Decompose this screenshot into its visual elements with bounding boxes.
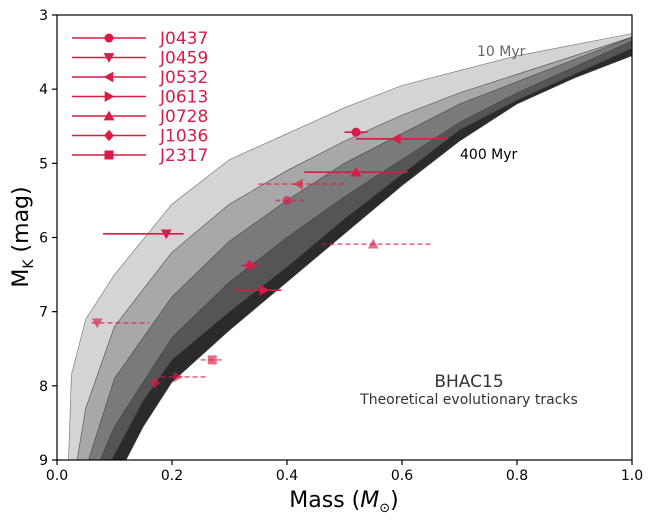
- x-tick-label: 1.0: [621, 468, 643, 484]
- y-axis-label: MK (mag): [9, 186, 37, 287]
- legend-marker-j0437: [104, 33, 114, 43]
- legend-marker-j0728: [103, 110, 115, 121]
- legend-label-j2317: J2317: [159, 146, 208, 166]
- point-j0532-1: [390, 133, 401, 145]
- legend-marker-j2317: [104, 150, 114, 160]
- x-tick-label: 0.8: [506, 468, 528, 484]
- legend-label-j0532: J0532: [159, 68, 208, 88]
- x-tick-label: 0.0: [46, 468, 68, 484]
- x-tick-label: 0.4: [276, 468, 298, 484]
- model-name: BHAC15: [434, 372, 503, 392]
- y-tick-label: 3: [39, 8, 48, 24]
- model-description: Theoretical evolutionary tracks: [359, 392, 578, 408]
- point-j2317-1: [207, 355, 217, 365]
- point-j0728-1: [350, 166, 362, 177]
- isochrone-band-5: [111, 48, 632, 460]
- legend-marker-j0459: [103, 53, 115, 63]
- point-j0728-2: [367, 238, 379, 249]
- annotation-10myr: 10 Myr: [477, 44, 526, 60]
- point-j0437-1: [351, 127, 361, 137]
- legend-label-j1036: J1036: [159, 127, 208, 147]
- point-j0613-2: [173, 371, 184, 383]
- legend-marker-j0532: [103, 71, 114, 83]
- x-axis-label: Mass (M⊙): [289, 488, 398, 516]
- point-j0613-1: [259, 284, 270, 296]
- legend-label-j0613: J0613: [159, 88, 208, 108]
- data-points: [91, 127, 448, 389]
- annotation-400myr: 400 Myr: [460, 147, 518, 163]
- legend-label-j0437: J0437: [159, 29, 208, 49]
- legend-label-j0728: J0728: [159, 107, 208, 127]
- point-j1036-2: [149, 377, 160, 389]
- y-tick-label: 5: [39, 156, 48, 172]
- y-tick-label: 7: [39, 305, 48, 321]
- point-j0532-2: [293, 178, 303, 190]
- x-axis-ticks: 0.0 0.2 0.4 0.6 0.8 1.0: [46, 460, 643, 484]
- legend-marker-j1036: [104, 129, 114, 142]
- x-tick-label: 0.6: [391, 468, 413, 484]
- isochrone-bands: [68, 33, 632, 460]
- y-tick-label: 4: [39, 82, 48, 98]
- y-tick-label: 8: [39, 379, 48, 395]
- legend-marker-j0613: [104, 91, 115, 102]
- y-tick-label: 9: [39, 453, 48, 469]
- point-j0459-2: [91, 318, 103, 329]
- point-j0437-2: [282, 195, 292, 205]
- point-j0459-1: [160, 229, 172, 240]
- x-tick-label: 0.2: [161, 468, 183, 484]
- legend-label-j0459: J0459: [159, 49, 208, 69]
- y-tick-label: 6: [39, 231, 48, 247]
- point-j1036-1: [244, 260, 255, 272]
- y-axis-ticks: 3 4 5 6 7 8 9: [39, 8, 57, 469]
